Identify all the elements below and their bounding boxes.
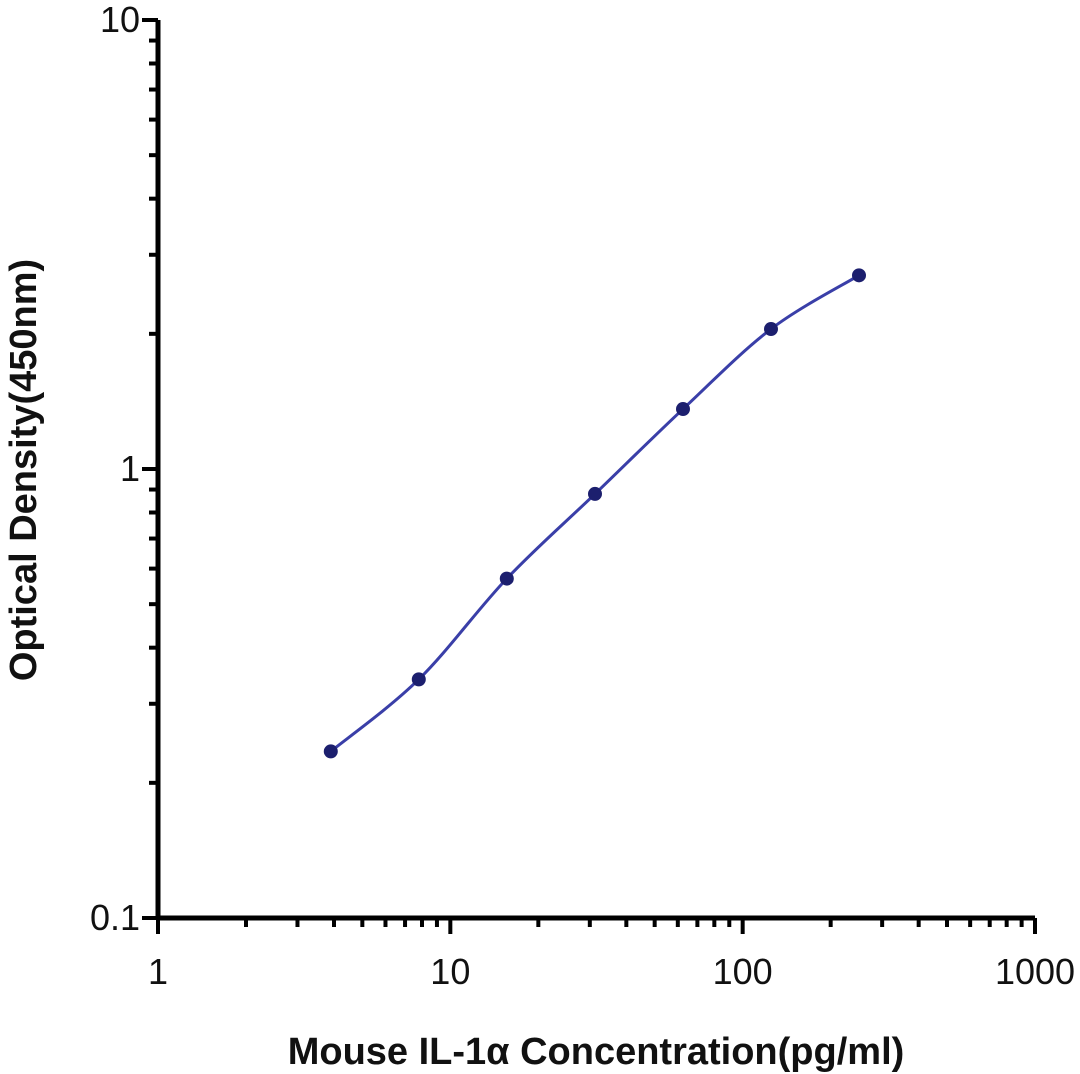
- y-tick-label: 10: [100, 0, 140, 40]
- data-point: [499, 571, 514, 586]
- series-line: [329, 274, 860, 753]
- data-point: [411, 672, 426, 687]
- y-tick-label: 1: [120, 448, 140, 489]
- y-axis-title: Optical Density(450nm): [3, 259, 45, 681]
- x-tick-label: 1000: [995, 951, 1075, 992]
- data-point: [587, 486, 602, 501]
- data-point: [851, 268, 866, 283]
- ticks: [142, 18, 1037, 934]
- y-tick-label: 0.1: [90, 897, 140, 938]
- x-tick-label: 1: [148, 951, 168, 992]
- series-layer: [323, 268, 866, 759]
- x-axis-title: Mouse IL-1α Concentration(pg/ml): [288, 1031, 905, 1073]
- data-point: [323, 744, 338, 759]
- data-point: [675, 402, 690, 417]
- axes: [155, 20, 1035, 921]
- data-point: [763, 322, 778, 337]
- x-tick-label: 100: [713, 951, 773, 992]
- x-tick-label: 10: [430, 951, 470, 992]
